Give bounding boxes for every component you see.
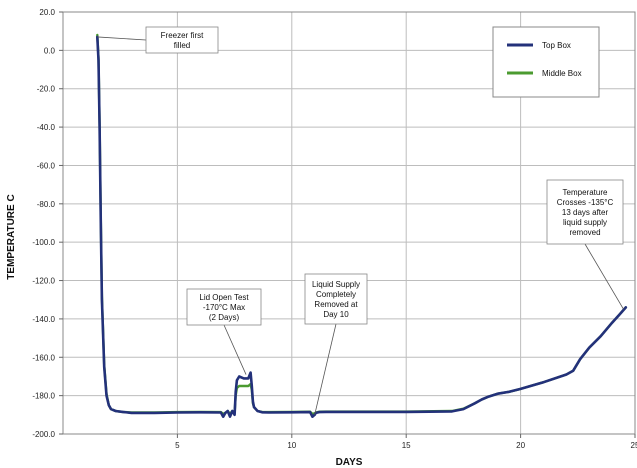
y-tick-label: -120.0	[32, 277, 55, 286]
annotation-text: -170°C Max	[203, 303, 245, 312]
plot-area-frame	[62, 11, 636, 435]
annotation-text: (2 Days)	[209, 313, 240, 322]
annotation-text: removed	[569, 228, 600, 237]
y-tick-label: -200.0	[32, 430, 55, 439]
annotation-box	[186, 288, 262, 326]
annotation-leader-line	[223, 324, 247, 375]
y-tick-label: 20.0	[39, 8, 55, 17]
annotation-text: filled	[174, 41, 190, 50]
y-tick-label: -180.0	[32, 392, 55, 401]
annotation-leader-line	[584, 243, 624, 310]
x-tick-label: 25	[631, 441, 637, 450]
series-layer	[96, 33, 628, 419]
annotation-text: Day 10	[323, 310, 349, 319]
x-tick-label: 10	[287, 441, 296, 450]
annotation-text: Temperature	[563, 188, 608, 197]
y-tick-label: -80.0	[37, 200, 56, 209]
x-tick-label: 15	[402, 441, 411, 450]
y-tick-label: -60.0	[37, 161, 56, 170]
gridlines	[63, 11, 636, 435]
y-tick-label: -100.0	[32, 238, 55, 247]
y-tick-label: -40.0	[37, 123, 56, 132]
y-tick-label: -160.0	[32, 353, 55, 362]
y-tick-label: 0.0	[44, 46, 56, 55]
y-tick-label: -20.0	[37, 85, 56, 94]
x-tick-label: 5	[175, 441, 180, 450]
annotation-text: Crosses -135°C	[557, 198, 614, 207]
annotation-text: Lid Open Test	[199, 293, 249, 302]
annotation-text: Freezer first	[161, 31, 204, 40]
annotation-box	[145, 26, 219, 54]
annotation-text: Removed at	[314, 300, 358, 309]
annotation-text: Completely	[316, 290, 356, 299]
annotation-box	[304, 273, 368, 325]
legend-label-top-box: Top Box	[542, 41, 571, 50]
annotation-leader-line	[97, 36, 147, 41]
y-tick-label: -140.0	[32, 315, 55, 324]
legend: Top Box Middle Box	[492, 26, 600, 98]
y-axis-title: TEMPERATURE C	[6, 194, 17, 279]
y-axis-ticks: 20.0 0.0 -20.0 -40.0 -60.0 -80.0 -100.0 -120.0 -…	[32, 8, 63, 439]
annotation-text: Liquid Supply	[312, 280, 360, 289]
series-line-top-box	[96, 35, 628, 419]
annotation-text: liquid supply	[563, 218, 607, 227]
legend-label-middle-box: Middle Box	[542, 69, 582, 78]
legend-box	[492, 26, 600, 98]
annotation-text: 13 days after	[562, 208, 609, 217]
x-axis-ticks: 5 10 15 20 25	[175, 434, 637, 450]
annotation-box	[546, 179, 624, 245]
annotation-leader-line	[314, 323, 337, 415]
x-tick-label: 20	[516, 441, 525, 450]
x-axis-title: DAYS	[336, 457, 363, 468]
